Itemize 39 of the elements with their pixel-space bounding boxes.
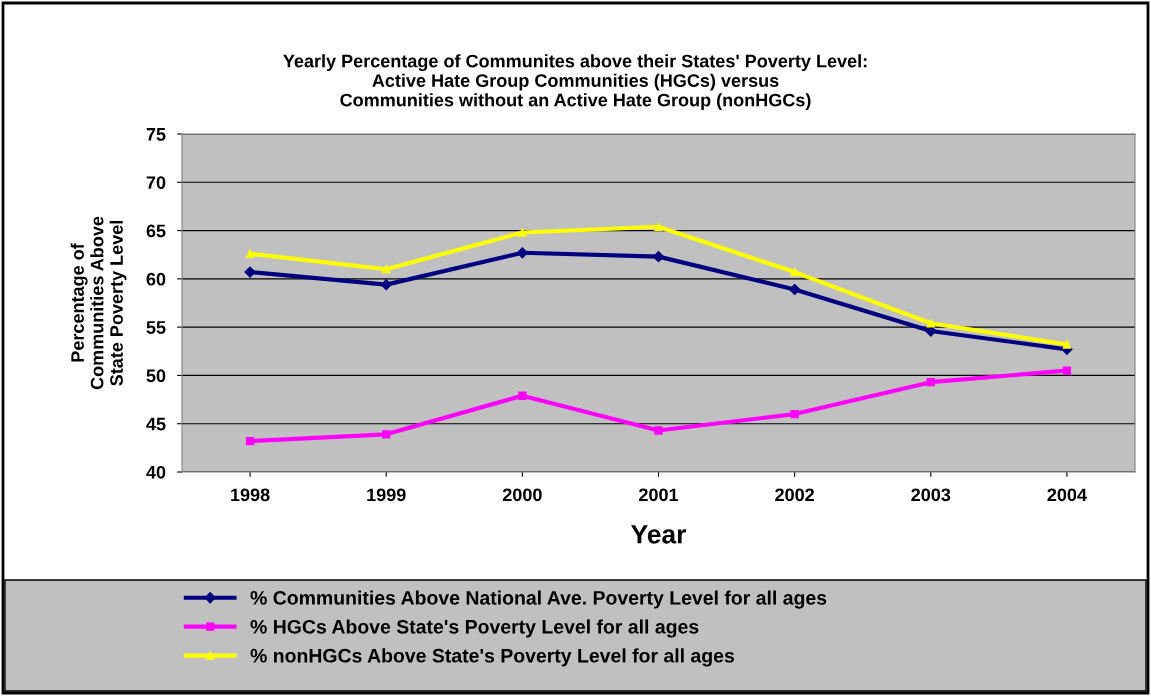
y-tick-label: 45 bbox=[146, 417, 166, 431]
x-tick-label: 2000 bbox=[502, 488, 542, 502]
point bbox=[380, 279, 392, 291]
point bbox=[790, 409, 799, 419]
point bbox=[1062, 366, 1072, 375]
x-tick-label: 2001 bbox=[639, 488, 679, 502]
point bbox=[382, 265, 391, 274]
point bbox=[654, 426, 663, 435]
x-tick-label: 1998 bbox=[231, 488, 270, 502]
point bbox=[926, 319, 935, 328]
y-tick-label: 55 bbox=[146, 321, 166, 334]
x-tick-label: 2003 bbox=[911, 488, 951, 502]
point bbox=[518, 391, 527, 400]
legend-label: % HGCs Above State's Poverty Level for all ages bbox=[250, 619, 699, 638]
y-tick-label: 50 bbox=[146, 369, 166, 383]
y-tick-label: 70 bbox=[146, 176, 166, 190]
point bbox=[244, 266, 256, 278]
x-axis-title: Year bbox=[631, 525, 686, 544]
chart-title: Yearly Percentage of Communites above their States' Poverty Level: Active Hate Group Communities (HGCs) versus Communities without an Active Hate Group (nonHGCs) bbox=[283, 54, 867, 110]
x-tick-label: 2004 bbox=[1047, 488, 1087, 502]
point bbox=[926, 378, 935, 387]
point bbox=[245, 436, 255, 446]
y-tick-label: 75 bbox=[146, 128, 166, 141]
y-tick-label: 60 bbox=[146, 272, 166, 286]
point bbox=[516, 247, 528, 259]
x-tick-label: 1999 bbox=[367, 488, 406, 502]
legend-label: % Communities Above National Ave. Poverty Level for all ages bbox=[250, 590, 827, 609]
point bbox=[654, 222, 663, 231]
point bbox=[245, 249, 255, 258]
y-axis-title: Percentage of Communities Above State Poverty Level bbox=[70, 216, 127, 390]
y-tick-label: 40 bbox=[146, 465, 166, 479]
point bbox=[789, 283, 801, 296]
point bbox=[518, 228, 527, 237]
point bbox=[382, 430, 391, 439]
y-tick-label: 65 bbox=[146, 224, 166, 238]
legend-label: % nonHGCs Above State's Poverty Level for all ages bbox=[250, 648, 734, 667]
point bbox=[1062, 340, 1072, 349]
point bbox=[790, 267, 799, 277]
x-tick-label: 2002 bbox=[775, 488, 815, 502]
